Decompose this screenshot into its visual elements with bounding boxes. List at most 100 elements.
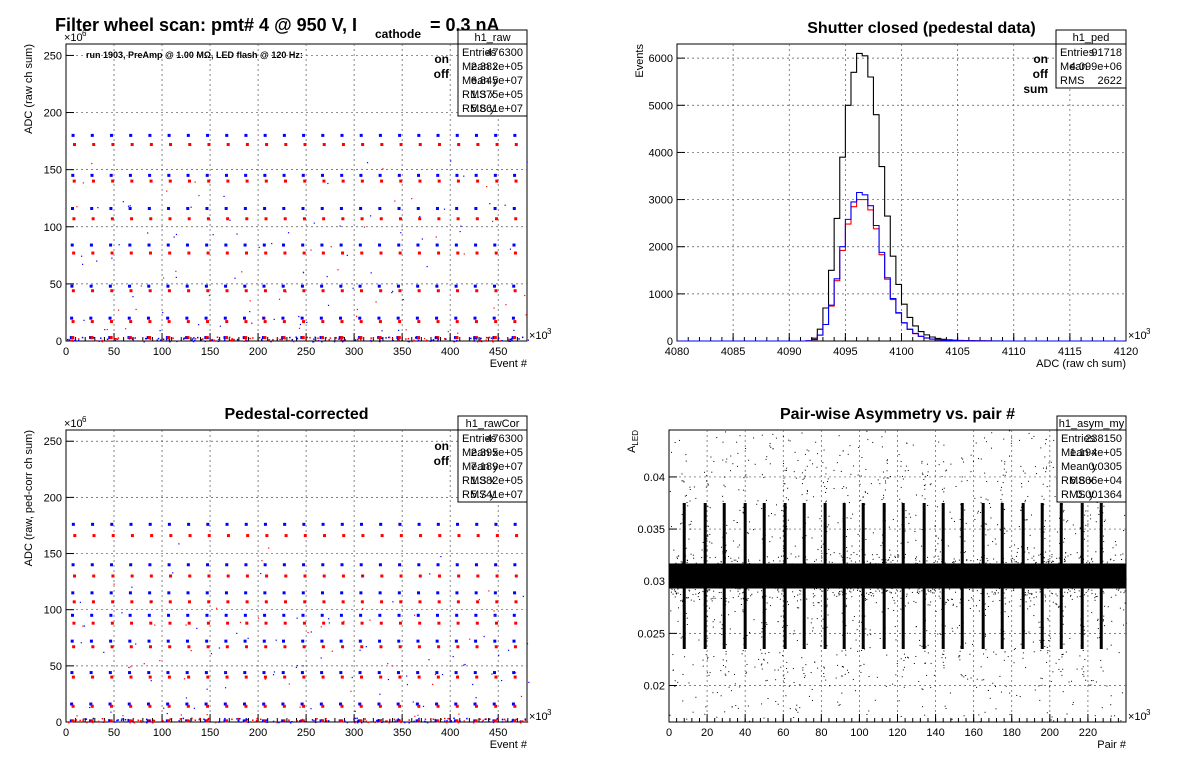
data-point [967, 678, 969, 680]
data-point [683, 481, 685, 483]
data-point [909, 570, 911, 572]
stats-value: 476300 [486, 47, 523, 59]
data-point [872, 578, 874, 580]
data-point [1079, 582, 1081, 584]
data-point [934, 589, 936, 591]
data-point [1110, 704, 1112, 706]
data-point-off [322, 143, 326, 147]
data-point-on [244, 133, 248, 137]
data-point-off [283, 217, 287, 221]
data-point-on [264, 721, 267, 723]
data-point [880, 572, 882, 574]
data-point [992, 570, 994, 572]
data-point [1024, 630, 1026, 632]
data-point [820, 574, 822, 576]
data-point-off [436, 336, 440, 340]
data-point [752, 567, 754, 569]
data-point-on [437, 340, 439, 342]
data-point [887, 564, 889, 566]
data-point [681, 582, 683, 584]
stats-key: RMS [1060, 75, 1084, 87]
data-point-off [417, 320, 421, 324]
data-point [1042, 577, 1044, 579]
data-point-on [413, 720, 415, 723]
data-point-on [501, 340, 503, 342]
stats-key: RMS x [1061, 475, 1095, 487]
data-point-off [264, 179, 268, 183]
data-point-on [131, 338, 134, 341]
data-point [796, 640, 798, 642]
data-point [804, 453, 806, 455]
data-point-off [162, 720, 164, 722]
data-point-off [109, 336, 113, 340]
data-point [967, 582, 969, 584]
data-point-off [282, 320, 286, 324]
data-point [861, 549, 863, 551]
data-point [910, 581, 912, 583]
data-point [839, 454, 841, 456]
data-point [681, 584, 683, 586]
data-point [902, 669, 904, 671]
data-point [670, 587, 672, 589]
data-point [1008, 430, 1010, 432]
data-point [1051, 562, 1053, 564]
data-point [692, 594, 694, 596]
data-point [738, 489, 740, 491]
data-point [823, 676, 825, 678]
data-point-on [441, 673, 444, 676]
data-point [1029, 597, 1031, 599]
data-point [1027, 547, 1029, 549]
data-point [768, 564, 770, 566]
data-point-off [380, 179, 384, 183]
data-point [1056, 557, 1058, 559]
data-point [1021, 483, 1023, 485]
data-point [1012, 581, 1014, 583]
data-point [745, 591, 747, 593]
data-point-off [303, 600, 307, 604]
data-point [881, 580, 883, 582]
data-point [670, 591, 672, 593]
data-point-on [166, 243, 170, 247]
data-point-off [322, 600, 326, 604]
data-point [754, 583, 756, 585]
data-point-on [359, 591, 363, 595]
data-point [861, 563, 863, 565]
y-exponent-power: 6 [82, 29, 87, 38]
data-point [701, 575, 703, 577]
data-point [1050, 592, 1052, 594]
data-point [670, 567, 672, 569]
data-point [886, 575, 888, 577]
data-point [776, 585, 778, 587]
data-point [921, 495, 923, 497]
data-point [843, 502, 845, 504]
data-point [901, 502, 903, 504]
data-point-on [354, 720, 356, 723]
data-point-off [359, 289, 363, 293]
data-point-off [455, 336, 459, 340]
data-point [721, 634, 723, 636]
data-point [695, 584, 697, 586]
data-point [927, 652, 929, 654]
data-point [1047, 580, 1049, 582]
data-point [821, 557, 823, 559]
data-point [918, 680, 920, 682]
data-point [725, 544, 727, 546]
data-point [677, 581, 679, 583]
data-point-off [109, 704, 113, 708]
data-point [842, 566, 844, 568]
data-point-on [147, 284, 151, 288]
data-point [873, 575, 875, 577]
data-point [837, 583, 839, 585]
data-point-off [187, 645, 191, 649]
data-point-off [493, 307, 495, 309]
data-point [1084, 594, 1086, 596]
data-point [1033, 555, 1035, 557]
data-point-off [187, 251, 191, 255]
data-point [762, 584, 764, 586]
data-point [984, 437, 986, 439]
data-point [846, 588, 848, 590]
data-point [753, 619, 755, 621]
data-point [950, 569, 952, 571]
data-point [680, 582, 682, 584]
data-point [1001, 640, 1003, 642]
